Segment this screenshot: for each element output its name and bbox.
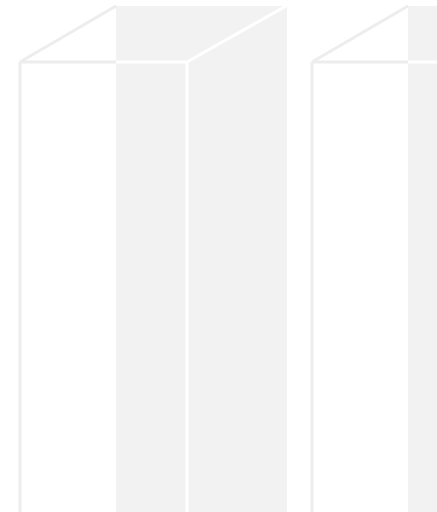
box-shade — [408, 6, 437, 512]
box-shade — [116, 6, 287, 512]
box-outline — [20, 6, 287, 512]
edge — [312, 6, 408, 62]
box-outline — [312, 6, 437, 512]
edge — [20, 6, 116, 62]
page: (() => { const data = JSON.parse(documen… — [0, 0, 437, 512]
illustration — [0, 0, 437, 512]
